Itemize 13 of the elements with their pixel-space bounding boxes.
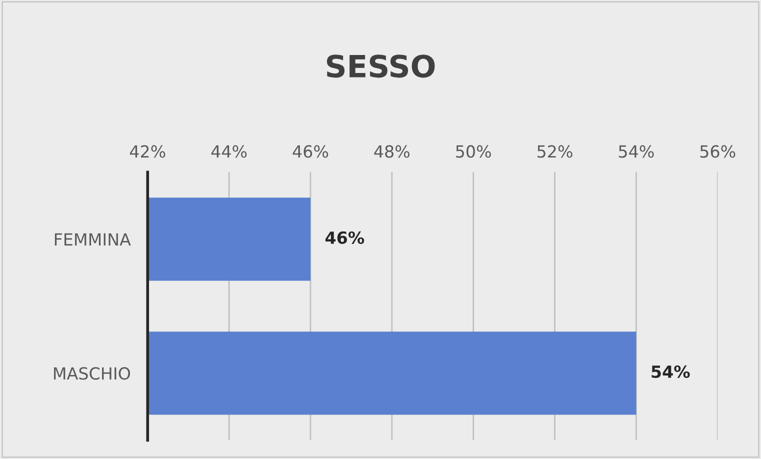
x-tick-label: 48% [374,145,410,158]
x-tick-label: 54% [618,145,654,158]
x-tick-label: 42% [130,145,166,158]
x-tick-label: 44% [211,145,247,158]
chart-title: SESSO [326,54,435,78]
x-tick-label: 50% [456,145,491,158]
y-tick-label: MASCHIO [54,367,130,380]
x-tick-label: 46% [292,145,328,158]
x-tick-label: 52% [538,145,572,158]
data-label: 46% [325,231,364,244]
y-tick-label: FEMMINA [54,233,131,246]
x-tick-label: 56% [700,145,736,158]
data-label: 54% [652,365,690,378]
